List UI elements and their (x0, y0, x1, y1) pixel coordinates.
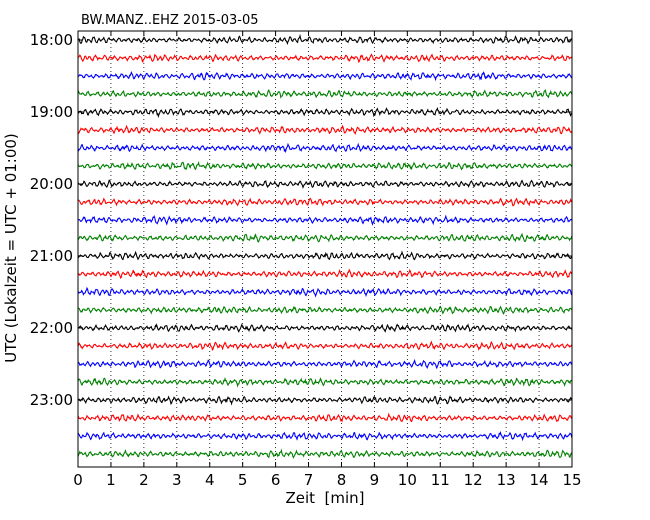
x-axis-label: Zeit [min] (285, 489, 364, 507)
plot-frame (77, 30, 573, 468)
y-tick-label: 19:00 (30, 103, 73, 121)
trace-line-1800 (77, 33, 573, 46)
x-tick-label: 11 (431, 471, 450, 489)
trace-line-2230 (77, 358, 572, 370)
trace-line-2130 (77, 286, 573, 298)
x-tick-layer: 0 1 2 3 4 5 6 7 8 9 10 11 12 13 14 15 (73, 31, 582, 489)
y-tick-label: 22:00 (30, 319, 73, 337)
trace-line-2000 (77, 179, 572, 189)
trace-line-2330 (77, 430, 573, 442)
trace-line-2245 (77, 376, 573, 388)
trace-layer (77, 33, 573, 459)
y-tick-layer: 18:00 19:00 20:00 21:00 22:00 23:00 (30, 31, 572, 409)
trace-line-2015 (77, 197, 573, 207)
trace-line-1900 (77, 106, 572, 119)
trace-line-2115 (77, 268, 573, 279)
y-tick-label: 20:00 (30, 175, 73, 193)
y-axis-label: UTC (Lokalzeit = UTC + 01:00) (2, 133, 20, 363)
y-tick-label: 18:00 (30, 31, 73, 49)
trace-line-1915 (77, 124, 573, 135)
trace-line-1815 (77, 53, 573, 64)
trace-line-2215 (77, 340, 573, 351)
y-tick-label: 21:00 (30, 247, 73, 265)
x-tick-label: 2 (139, 471, 149, 489)
chart-title: BW.MANZ..EHZ 2015-03-05 (81, 13, 259, 28)
x-tick-label: 1 (106, 471, 116, 489)
x-tick-label: 10 (398, 471, 417, 489)
grid-layer (110, 31, 540, 467)
x-tick-label: 14 (530, 471, 549, 489)
trace-line-1830 (77, 71, 573, 82)
x-tick-label: 13 (497, 471, 516, 489)
trace-line-1930 (77, 142, 573, 154)
y-tick-label: 23:00 (30, 391, 73, 409)
x-tick-label: 4 (205, 471, 215, 489)
x-tick-label: 5 (238, 471, 248, 489)
trace-line-1945 (77, 161, 573, 171)
trace-line-1845 (77, 88, 573, 99)
trace-line-2145 (77, 305, 573, 315)
x-tick-label: 8 (337, 471, 347, 489)
x-tick-label: 7 (304, 471, 314, 489)
trace-line-2345 (77, 448, 572, 459)
x-tick-label: 9 (370, 471, 380, 489)
trace-line-2200 (77, 323, 573, 333)
x-tick-label: 15 (562, 471, 581, 489)
x-tick-label: 12 (464, 471, 483, 489)
trace-line-2300 (77, 395, 573, 406)
x-tick-label: 0 (73, 471, 83, 489)
x-tick-label: 3 (172, 471, 182, 489)
trace-line-2315 (77, 412, 573, 423)
x-tick-label: 6 (271, 471, 281, 489)
trace-line-2030 (77, 214, 573, 226)
trace-line-2100 (77, 250, 573, 261)
trace-line-2045 (77, 232, 573, 243)
